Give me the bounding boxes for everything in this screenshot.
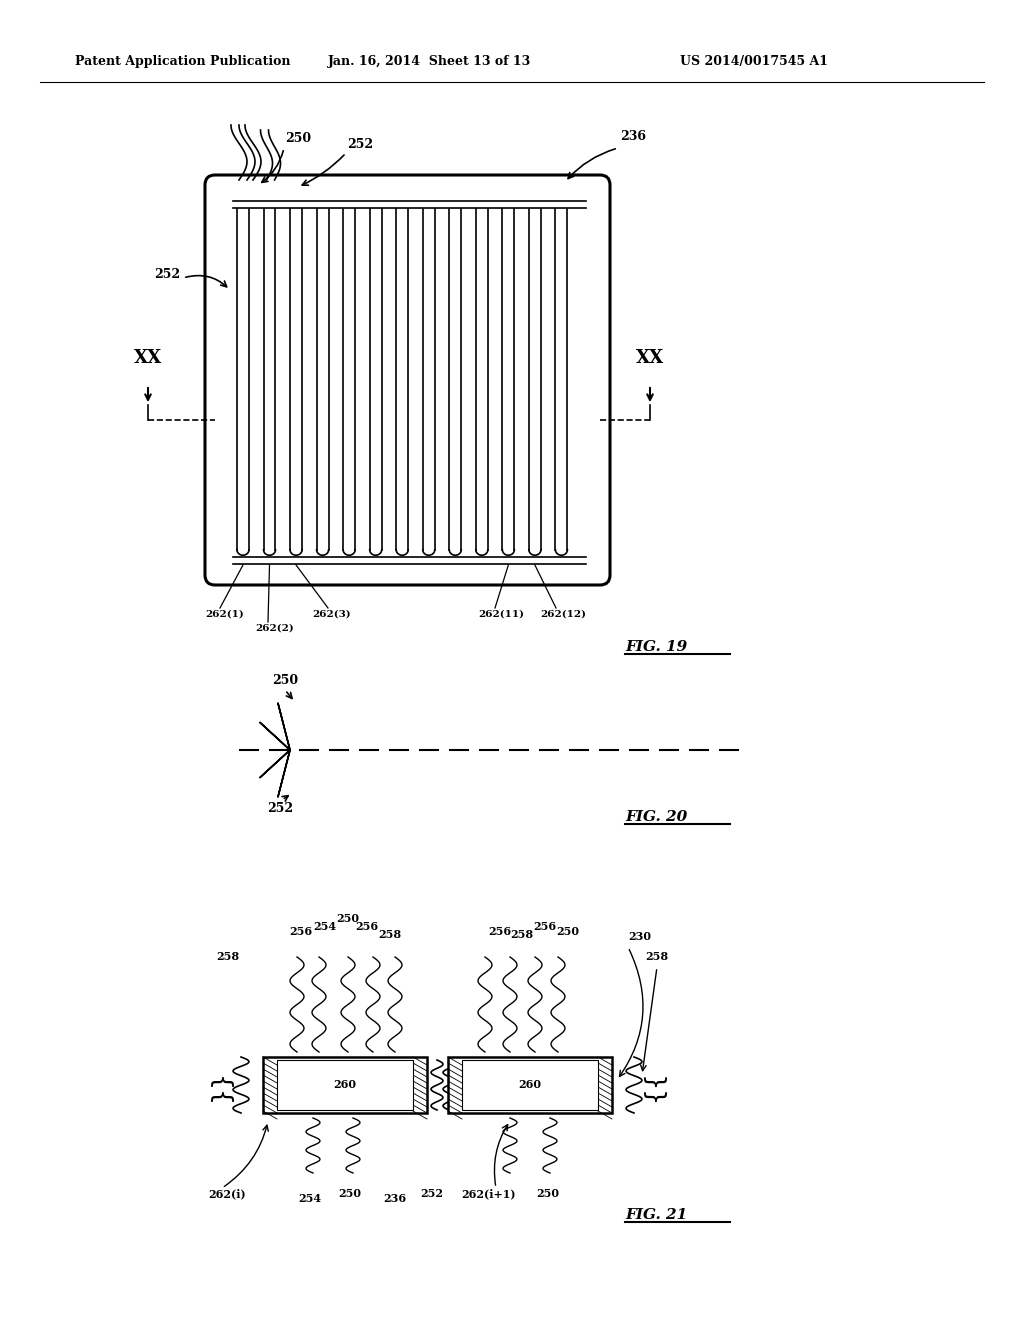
Text: 258: 258 [645, 950, 669, 962]
Text: 250: 250 [339, 1188, 361, 1199]
Text: 250: 250 [556, 927, 580, 937]
Text: 256: 256 [355, 921, 379, 932]
Text: 258: 258 [379, 929, 401, 940]
Text: {{: {{ [642, 1069, 666, 1101]
Text: 250: 250 [285, 132, 311, 144]
Text: 250: 250 [537, 1188, 559, 1199]
Text: 262(12): 262(12) [540, 610, 586, 619]
Text: 262(11): 262(11) [478, 610, 524, 619]
Text: 262(i): 262(i) [208, 1188, 246, 1199]
Text: 230: 230 [628, 931, 651, 942]
Bar [462, 1060, 598, 1110]
Text: 262(1): 262(1) [205, 610, 244, 619]
Text: 252: 252 [154, 268, 180, 281]
Text: 254: 254 [313, 921, 337, 932]
Text: US 2014/0017545 A1: US 2014/0017545 A1 [680, 55, 828, 69]
Text: 252: 252 [267, 801, 293, 814]
Bar [449, 1057, 612, 1113]
Text: 254: 254 [298, 1193, 322, 1204]
Text: }}: }} [209, 1069, 233, 1101]
Text: 236: 236 [383, 1193, 407, 1204]
Text: FIG. 19: FIG. 19 [625, 640, 687, 653]
Text: Patent Application Publication: Patent Application Publication [75, 55, 291, 69]
Text: 258: 258 [510, 929, 534, 940]
Text: 256: 256 [290, 927, 312, 937]
Text: 252: 252 [421, 1188, 443, 1199]
Text: 252: 252 [347, 139, 373, 152]
FancyBboxPatch shape [205, 176, 610, 585]
Text: XX: XX [636, 348, 665, 367]
Text: FIG. 20: FIG. 20 [625, 810, 687, 824]
Text: 260: 260 [334, 1080, 356, 1090]
Text: Jan. 16, 2014  Sheet 13 of 13: Jan. 16, 2014 Sheet 13 of 13 [329, 55, 531, 69]
Text: FIG. 21: FIG. 21 [625, 1208, 687, 1222]
Text: 258: 258 [216, 950, 240, 962]
Bar [278, 1060, 413, 1110]
Text: XX: XX [134, 348, 162, 367]
Text: 262(2): 262(2) [255, 624, 294, 634]
Text: 262(i+1): 262(i+1) [461, 1188, 515, 1199]
Bar [263, 1057, 427, 1113]
Text: 250: 250 [272, 673, 298, 686]
Text: 260: 260 [518, 1080, 542, 1090]
Text: 236: 236 [620, 129, 646, 143]
Text: 256: 256 [534, 921, 557, 932]
Text: 256: 256 [488, 927, 512, 937]
Text: 250: 250 [337, 913, 359, 924]
Text: 262(3): 262(3) [312, 610, 350, 619]
